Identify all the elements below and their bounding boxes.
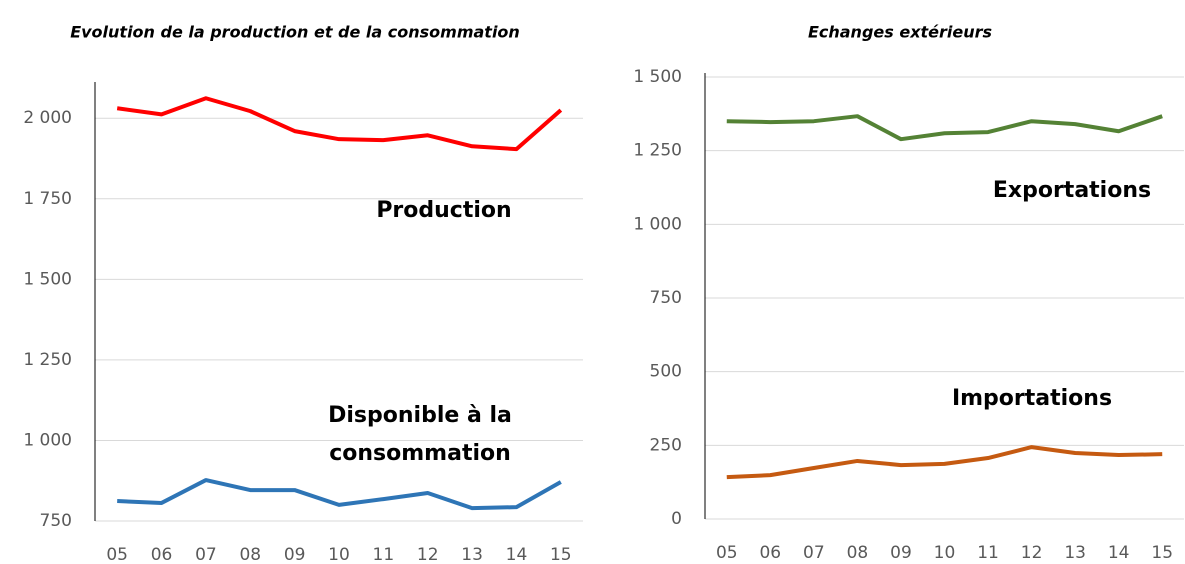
y-tick-label: 1 250 [23,350,72,370]
series-label: Exportations [992,178,1152,203]
x-tick-label: 09 [284,545,306,564]
x-tick-label: 13 [461,545,483,564]
x-tick-label: 07 [803,543,825,563]
x-tick-label: 08 [847,543,869,563]
x-tick-label: 08 [239,545,261,564]
series-label: Production [376,198,512,223]
series-line [726,445,1163,480]
chart-title: Echanges extérieurs [808,23,992,42]
y-tick-label: 0 [671,509,682,529]
y-tick-label: 2 000 [23,108,72,128]
x-tick-label: 15 [1151,543,1173,563]
y-tick-label: 750 [40,511,72,531]
y-tick-label: 500 [650,362,682,382]
x-tick-label: 05 [716,543,738,563]
y-tick-label: 1 000 [23,430,72,450]
x-tick-label: 07 [195,545,217,564]
chart-title: Evolution de la production et de la cons… [70,23,520,42]
y-tick-label: 1 250 [633,141,682,161]
x-tick-label: 11 [373,545,395,564]
x-tick-label: 14 [1108,543,1130,563]
series-line [116,96,563,152]
series-line [117,478,562,511]
y-tick-label: 1 500 [23,269,72,289]
x-tick-label: 10 [328,545,350,564]
x-tick-label: 14 [506,545,528,564]
x-tick-label: 06 [151,545,173,564]
series-line [726,114,1163,142]
x-tick-label: 11 [977,543,999,563]
x-tick-label: 12 [417,545,439,564]
x-tick-label: 05 [106,545,128,564]
x-tick-label: 13 [1064,543,1086,563]
x-tick-label: 09 [890,543,912,563]
series-label: Importations [951,386,1113,411]
y-tick-label: 1 750 [23,189,72,209]
x-tick-label: 06 [759,543,781,563]
series-label: Disponible à la consommation [328,403,512,466]
x-tick-label: 15 [550,545,572,564]
y-tick-label: 1 500 [633,67,682,87]
y-tick-label: 1 000 [633,214,682,234]
x-tick-label: 10 [934,543,956,563]
y-tick-label: 750 [650,288,682,308]
x-tick-label: 12 [1021,543,1043,563]
y-tick-label: 250 [650,435,682,455]
